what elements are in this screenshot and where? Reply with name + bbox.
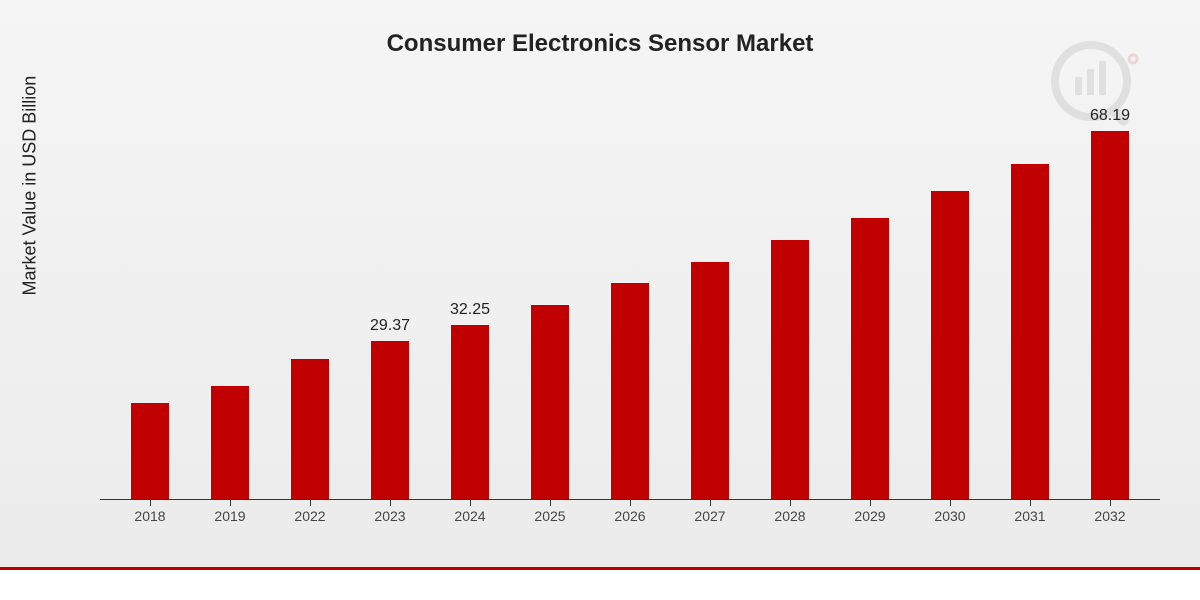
- bar-slot: [110, 403, 190, 501]
- tick-slot: 2024: [430, 500, 510, 530]
- bar-slot: [830, 218, 910, 500]
- bar-slot: [590, 283, 670, 500]
- bar-slot: [990, 164, 1070, 500]
- bar-slot: 68.19: [1070, 131, 1150, 500]
- tick-slot: 2030: [910, 500, 990, 530]
- bar: [131, 403, 169, 501]
- bar: [451, 325, 489, 500]
- plot-region: 29.3732.2568.19 201820192022202320242025…: [100, 110, 1160, 530]
- x-tick-label: 2024: [454, 508, 485, 524]
- bar: [1091, 131, 1129, 500]
- y-axis-label: Market Value in USD Billion: [20, 76, 41, 296]
- bar-value-label: 68.19: [1090, 107, 1130, 125]
- bar: [931, 191, 969, 500]
- tick-slot: 2022: [270, 500, 350, 530]
- x-tick-label: 2030: [934, 508, 965, 524]
- tick-mark: [550, 500, 551, 506]
- bar-slot: [190, 386, 270, 500]
- bar-slot: [670, 262, 750, 500]
- bar: [371, 341, 409, 500]
- bar: [531, 305, 569, 500]
- x-tick-label: 2029: [854, 508, 885, 524]
- bar-slot: [270, 359, 350, 500]
- bar: [291, 359, 329, 500]
- tick-mark: [390, 500, 391, 506]
- x-tick-label: 2028: [774, 508, 805, 524]
- tick-mark: [470, 500, 471, 506]
- chart-area: Market Value in USD Billion 29.3732.2568…: [60, 90, 1170, 560]
- footer-white-band: [0, 570, 1200, 600]
- bar: [611, 283, 649, 500]
- tick-slot: 2018: [110, 500, 190, 530]
- bar: [211, 386, 249, 500]
- chart-title: Consumer Electronics Sensor Market: [0, 0, 1200, 58]
- bar: [1011, 164, 1049, 500]
- tick-mark: [1110, 500, 1111, 506]
- x-tick-label: 2025: [534, 508, 565, 524]
- tick-slot: 2032: [1070, 500, 1150, 530]
- x-axis-ticks: 2018 2019 2022 2023 2024 2025 2026 2027 2028 2029…: [100, 500, 1160, 530]
- bar-slot: [750, 240, 830, 500]
- x-tick-label: 2023: [374, 508, 405, 524]
- x-tick-label: 2027: [694, 508, 725, 524]
- tick-slot: 2025: [510, 500, 590, 530]
- bar: [851, 218, 889, 500]
- tick-slot: 2019: [190, 500, 270, 530]
- bars-container: 29.3732.2568.19: [100, 110, 1160, 500]
- tick-slot: 2028: [750, 500, 830, 530]
- x-tick-label: 2018: [134, 508, 165, 524]
- tick-mark: [150, 500, 151, 506]
- tick-mark: [1030, 500, 1031, 506]
- x-tick-label: 2031: [1014, 508, 1045, 524]
- x-tick-label: 2022: [294, 508, 325, 524]
- bar-value-label: 29.37: [370, 317, 410, 335]
- tick-slot: 2023: [350, 500, 430, 530]
- bar: [771, 240, 809, 500]
- bar-slot: [510, 305, 590, 500]
- tick-slot: 2026: [590, 500, 670, 530]
- tick-mark: [950, 500, 951, 506]
- tick-slot: 2027: [670, 500, 750, 530]
- x-tick-label: 2032: [1094, 508, 1125, 524]
- x-tick-label: 2026: [614, 508, 645, 524]
- x-tick-label: 2019: [214, 508, 245, 524]
- tick-mark: [230, 500, 231, 506]
- bar-slot: [910, 191, 990, 500]
- tick-slot: 2029: [830, 500, 910, 530]
- tick-slot: 2031: [990, 500, 1070, 530]
- tick-mark: [870, 500, 871, 506]
- tick-mark: [790, 500, 791, 506]
- tick-mark: [310, 500, 311, 506]
- bar: [691, 262, 729, 500]
- bar-value-label: 32.25: [450, 301, 490, 319]
- tick-mark: [710, 500, 711, 506]
- bar-slot: 32.25: [430, 325, 510, 500]
- tick-mark: [630, 500, 631, 506]
- bar-slot: 29.37: [350, 341, 430, 500]
